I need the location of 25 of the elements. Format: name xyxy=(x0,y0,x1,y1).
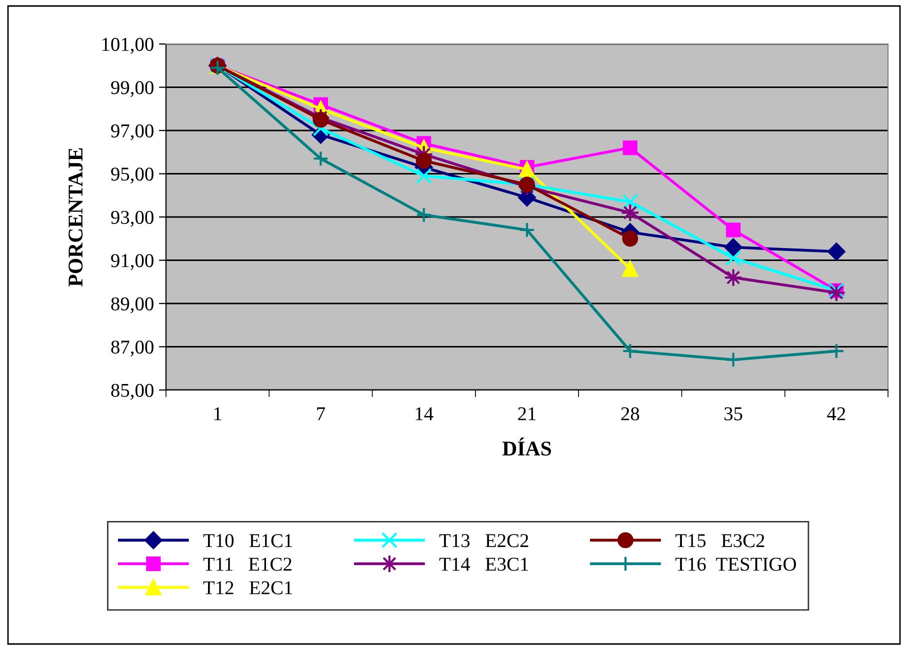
y-axis-title: PORCENTAJE xyxy=(68,148,83,286)
legend-label: T10 E1C1 xyxy=(203,534,292,548)
x-tick-label: 7 xyxy=(317,407,326,420)
y-tick-label: 91,00 xyxy=(111,254,154,270)
legend-label: T11 E1C2 xyxy=(203,558,292,571)
y-tick-label: 101,00 xyxy=(102,38,154,54)
x-tick-label: 14 xyxy=(416,407,434,420)
x-tick-label: 21 xyxy=(518,407,536,420)
legend-label: T12 E2C1 xyxy=(203,581,292,594)
y-tick-label: 95,00 xyxy=(111,168,154,184)
y-tick-label: 87,00 xyxy=(111,340,154,356)
x-axis-title: DÍAS xyxy=(502,438,552,456)
legend-label: T14 E3C1 xyxy=(439,558,528,571)
x-tick-label: 28 xyxy=(621,407,640,420)
y-tick-label: 85,00 xyxy=(111,384,154,400)
y-tick-label: 93,00 xyxy=(111,210,154,227)
y-tick-label: 97,00 xyxy=(111,124,154,140)
legend-label: T15 E3C2 xyxy=(675,534,764,548)
y-tick-label: 99,00 xyxy=(111,81,154,97)
x-tick-label: 1 xyxy=(214,407,222,420)
legend-label: T13 E2C2 xyxy=(439,534,528,548)
x-tick-label: 35 xyxy=(724,407,742,420)
legend-label: T16 TESTIGO xyxy=(675,558,796,571)
x-tick-label: 42 xyxy=(827,407,846,420)
y-tick-label: 89,00 xyxy=(111,297,154,314)
